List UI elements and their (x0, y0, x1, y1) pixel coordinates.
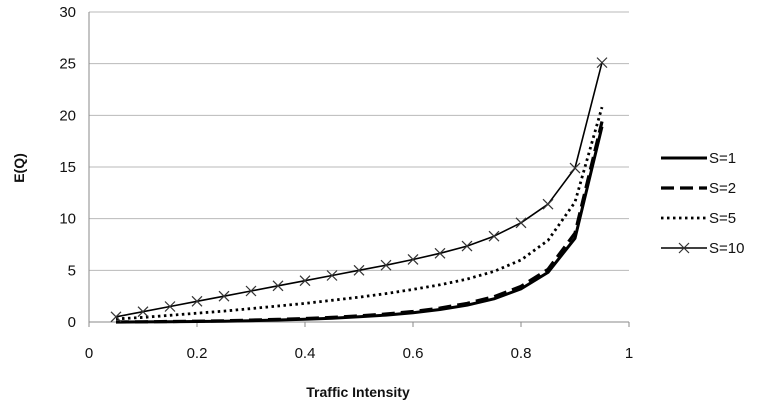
x-tick-label: 0 (85, 345, 93, 362)
data-point-marker (380, 259, 392, 271)
data-point-marker (488, 230, 500, 242)
data-point-marker (110, 311, 122, 323)
data-point-marker (542, 198, 554, 210)
x-tick-label: 0.8 (511, 345, 532, 362)
data-point-marker (191, 295, 203, 307)
y-tick-label: 20 (59, 107, 76, 124)
y-axis-title: E(Q) (11, 153, 27, 183)
data-point-marker (137, 306, 149, 318)
data-point-marker (461, 240, 473, 252)
legend-item: S=5 (661, 210, 736, 227)
series-line-s1 (115, 126, 604, 324)
series-lines (110, 57, 608, 324)
gridlines (89, 11, 629, 271)
y-tick-label: 15 (59, 159, 76, 176)
y-tick-label: 30 (59, 4, 76, 21)
data-point-marker (272, 280, 284, 292)
data-point-marker (569, 162, 581, 174)
x-tick-labels: 0 0.2 0.4 0.6 0.8 1 (85, 345, 633, 362)
y-tick-label: 25 (59, 56, 76, 73)
data-point-marker (299, 275, 311, 287)
legend-item: S=2 (661, 180, 736, 197)
series-line-s5 (115, 106, 604, 321)
data-point-marker (245, 285, 257, 297)
x-tick-label: 0.6 (403, 345, 424, 362)
x-tick-label: 0.4 (295, 345, 316, 362)
series-line-s10 (115, 62, 603, 318)
data-point-marker (434, 247, 446, 259)
data-point-marker (218, 290, 230, 302)
data-point-marker (596, 57, 608, 69)
legend-label: S=2 (709, 180, 736, 197)
legend-item: S=10 (661, 240, 744, 257)
data-point-marker (164, 301, 176, 312)
y-tick-labels: 0 5 10 15 20 25 30 (59, 4, 76, 331)
legend-label: S=5 (709, 210, 736, 227)
y-tick-label: 0 (68, 314, 76, 331)
y-tick-label: 10 (59, 211, 76, 228)
legend-label: S=1 (709, 150, 736, 167)
legend-item: S=1 (661, 150, 736, 167)
data-point-marker (515, 217, 527, 229)
x-tick-label: 1 (625, 345, 633, 362)
legend: S=1 S=2 S=5 S=10 (661, 150, 744, 257)
legend-label: S=10 (709, 240, 744, 257)
y-tick-label: 5 (68, 262, 76, 279)
data-point-marker (326, 270, 338, 281)
legend-marker (678, 242, 690, 254)
data-point-marker (353, 264, 365, 276)
x-axis-title: Traffic Intensity (306, 384, 410, 400)
axes (88, 12, 630, 327)
x-tick-label: 0.2 (187, 345, 208, 362)
data-point-marker (407, 254, 419, 265)
series-line-s2 (115, 121, 604, 324)
